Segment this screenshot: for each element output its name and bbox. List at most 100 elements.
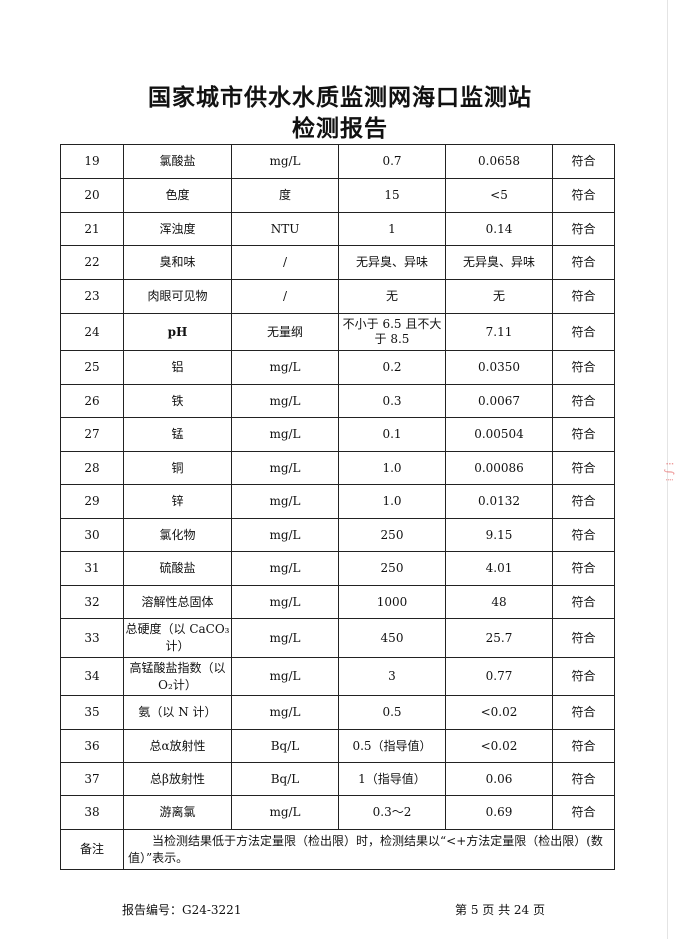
cell-result: 48 (445, 585, 553, 619)
results-table: 19 氯酸盐 mg/L 0.7 0.0658 符合 20 色度度 15 <5 符合 21 浑浊度 NTU 1… (60, 144, 615, 870)
table-row: 28 铜 mg/L 1.0 0.00086 符合 (60, 451, 615, 485)
cell-unit: / (231, 245, 339, 280)
cell-verdict: 符合 (552, 795, 615, 830)
cell-no: 29 (60, 484, 124, 519)
cell-no: 19 (60, 144, 124, 179)
cell-result: 无异臭、异味 (445, 245, 553, 280)
cell-item: 总α放射性 (123, 729, 232, 763)
cell-limit: 0.5 (338, 695, 446, 730)
cell-verdict: 符合 (552, 729, 615, 763)
cell-item: pH (123, 313, 232, 351)
cell-unit: mg/L (231, 144, 339, 179)
table-row: 36 总α放射性 Bq/L 0.5（指导值） <0.02 符合 (60, 729, 615, 763)
cell-limit: 无异臭、异味 (338, 245, 446, 280)
cell-item: 氨（以 N 计） (123, 695, 232, 730)
cell-verdict: 符合 (552, 484, 615, 519)
note-text: 当检测结果低于方法定量限（检出限）时，检测结果以“<+方法定量限（检出限）(数值… (123, 829, 615, 870)
cell-limit: 1（指导值） (338, 762, 446, 796)
table-row: 20 色度度 15 <5 符合 (60, 178, 615, 213)
table-row: 38 游离氯 mg/L 0.3～2 0.69 符合 (60, 795, 615, 830)
cell-result: 无 (445, 279, 553, 314)
cell-item: 锌 (123, 484, 232, 519)
cell-result: 0.0350 (445, 350, 553, 385)
cell-limit: 无 (338, 279, 446, 314)
cell-result: <5 (445, 178, 553, 213)
cell-verdict: 符合 (552, 212, 615, 246)
cell-no: 30 (60, 518, 124, 552)
table-row: 24 pH 无量纲 不小于 6.5 且不大于 8.5 7.11 符合 (60, 313, 615, 351)
cell-item: 总硬度（以 CaCO₃计） (123, 618, 232, 658)
cell-limit: 0.5（指导值） (338, 729, 446, 763)
cell-unit: / (231, 279, 339, 314)
cell-item: 铁 (123, 384, 232, 418)
cell-item: 氯酸盐 (123, 144, 232, 179)
report-subtitle: 检测报告 (292, 116, 388, 142)
cell-result: 9.15 (445, 518, 553, 552)
cell-no: 37 (60, 762, 124, 796)
cell-result: 0.0132 (445, 484, 553, 519)
table-row: 35 氨（以 N 计） mg/L 0.5 <0.02 符合 (60, 695, 615, 730)
cell-limit: 0.7 (338, 144, 446, 179)
cell-item: 色度 (123, 178, 232, 213)
table-row: 22 臭和味 / 无异臭、异味 无异臭、异味 符合 (60, 245, 615, 280)
report-number: 报告编号：G24-3221 (122, 903, 242, 917)
cell-result: 0.0067 (445, 384, 553, 418)
seal-stamp-fragment: ⁝ ∫ ⁞ (663, 462, 676, 482)
table-row: 33 总硬度（以 CaCO₃计） mg/L 450 25.7 符合 (60, 618, 615, 658)
table-row: 23 肉眼可见物 / 无无符合 (60, 279, 615, 314)
cell-limit: 3 (338, 657, 446, 696)
page-edge (667, 0, 668, 939)
table-row: 19 氯酸盐 mg/L 0.7 0.0658 符合 (60, 144, 615, 179)
cell-limit: 250 (338, 551, 446, 586)
cell-no: 25 (60, 350, 124, 385)
cell-limit: 450 (338, 618, 446, 658)
cell-unit: 无量纲 (231, 313, 339, 351)
cell-unit: 度 (231, 178, 339, 213)
cell-result: <0.02 (445, 729, 553, 763)
cell-unit: Bq/L (231, 762, 339, 796)
cell-no: 20 (60, 178, 124, 213)
table-row: 21 浑浊度 NTU 1 0.14 符合 (60, 212, 615, 246)
table-row: 32 溶解性总固体 mg/L 1000 48 符合 (60, 585, 615, 619)
table-row: 25 铝 mg/L 0.2 0.0350 符合 (60, 350, 615, 385)
table-row: 37 总β放射性 Bq/L 1（指导值） 0.06 符合 (60, 762, 615, 796)
cell-verdict: 符合 (552, 384, 615, 418)
cell-verdict: 符合 (552, 350, 615, 385)
cell-no: 26 (60, 384, 124, 418)
cell-no: 31 (60, 551, 124, 586)
cell-limit: 1 (338, 212, 446, 246)
cell-no: 33 (60, 618, 124, 658)
table-row: 27 锰 mg/L 0.1 0.00504 符合 (60, 417, 615, 452)
cell-no: 34 (60, 657, 124, 696)
cell-verdict: 符合 (552, 451, 615, 485)
cell-verdict: 符合 (552, 618, 615, 658)
cell-no: 27 (60, 417, 124, 452)
cell-no: 22 (60, 245, 124, 280)
cell-item: 溶解性总固体 (123, 585, 232, 619)
cell-result: 7.11 (445, 313, 553, 351)
cell-result: 0.0658 (445, 144, 553, 179)
cell-unit: mg/L (231, 417, 339, 452)
cell-verdict: 符合 (552, 762, 615, 796)
cell-item: 铝 (123, 350, 232, 385)
cell-unit: mg/L (231, 518, 339, 552)
cell-no: 38 (60, 795, 124, 830)
cell-unit: mg/L (231, 657, 339, 696)
cell-item: 游离氯 (123, 795, 232, 830)
cell-item: 肉眼可见物 (123, 279, 232, 314)
note-label: 备注 (60, 829, 124, 870)
cell-limit: 15 (338, 178, 446, 213)
cell-item: 铜 (123, 451, 232, 485)
report-title: 国家城市供水水质监测网海口监测站 (148, 85, 532, 111)
cell-verdict: 符合 (552, 585, 615, 619)
note-row: 备注 当检测结果低于方法定量限（检出限）时，检测结果以“<+方法定量限（检出限）(… (60, 829, 615, 870)
cell-item: 总β放射性 (123, 762, 232, 796)
cell-verdict: 符合 (552, 313, 615, 351)
cell-no: 28 (60, 451, 124, 485)
cell-verdict: 符合 (552, 417, 615, 452)
table-row: 26 铁 mg/L 0.3 0.0067 符合 (60, 384, 615, 418)
cell-result: <0.02 (445, 695, 553, 730)
table-row: 34 高锰酸盐指数（以 O₂计） mg/L 3 0.77 符合 (60, 657, 615, 696)
cell-limit: 0.3 (338, 384, 446, 418)
cell-unit: mg/L (231, 695, 339, 730)
